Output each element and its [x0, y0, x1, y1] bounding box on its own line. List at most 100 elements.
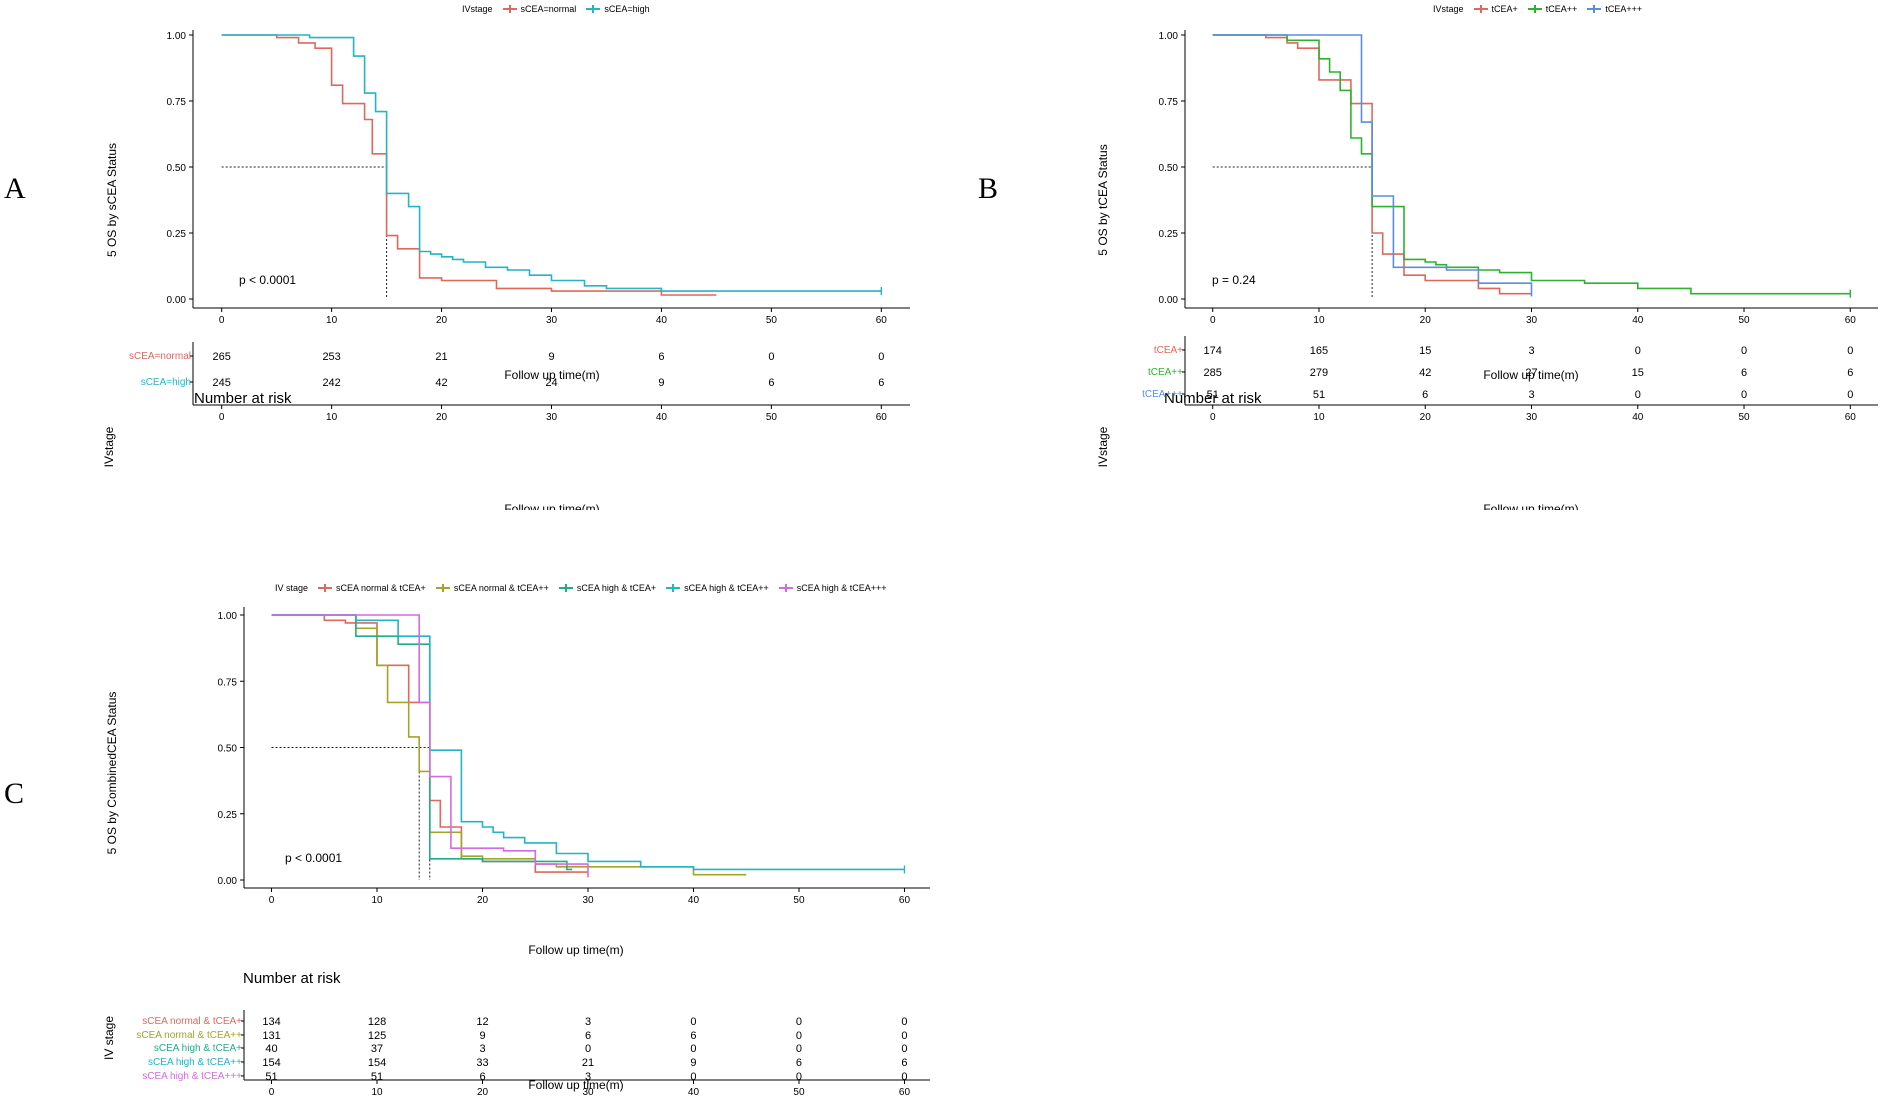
legend-title: IV stage: [275, 583, 309, 593]
risk-count: 6: [878, 377, 884, 389]
km-chart-panel-a: 5 OS by sCEA Status Follow up time(m) p …: [102, 30, 910, 510]
risk-count: 0: [878, 351, 884, 363]
risk-count: 0: [1635, 345, 1641, 357]
legend-swatch: [586, 5, 601, 13]
legend-panel-b: IVstage tCEA+ tCEA++ tCEA+++: [1433, 4, 1642, 14]
risk-count: 245: [213, 377, 231, 389]
risk-x-tick-label: 20: [436, 412, 448, 423]
risk-count: 9: [548, 351, 554, 363]
y-axis-label: 5 OS by tCEA Status: [1096, 144, 1110, 255]
risk-count: 51: [265, 1071, 277, 1083]
x-axis-label: Follow up time(m): [1483, 368, 1578, 382]
legend-label: sCEA normal & tCEA+: [336, 583, 426, 593]
x-tick-label: 30: [546, 315, 558, 326]
risk-table-y-label: IVstage: [1096, 426, 1110, 467]
legend-swatch: [1473, 5, 1488, 13]
risk-row-label: tCEA+++: [1142, 389, 1183, 400]
risk-row-label: sCEA high & tCEA+++: [142, 1071, 242, 1082]
risk-count: 6: [658, 351, 664, 363]
risk-count: 242: [322, 377, 340, 389]
x-tick-label: 10: [371, 895, 383, 906]
risk-x-tick-label: 30: [546, 412, 558, 423]
risk-row-label: sCEA normal & tCEA++: [136, 1030, 242, 1041]
risk-x-tick-label: 60: [876, 412, 888, 423]
risk-table-y-label: IV stage: [102, 1016, 116, 1060]
risk-x-tick-label: 10: [1313, 412, 1325, 423]
risk-count: 0: [796, 1043, 802, 1055]
legend-item: tCEA+++: [1587, 4, 1642, 14]
risk-table-y-label: IVstage: [102, 426, 116, 467]
risk-row-label: tCEA+: [1154, 345, 1183, 356]
p-value: p < 0.0001: [239, 273, 296, 287]
risk-count: 9: [479, 1030, 485, 1042]
legend-label: tCEA+++: [1605, 4, 1643, 14]
risk-count: 154: [368, 1057, 386, 1069]
y-tick-label: 0.00: [218, 876, 238, 887]
legend-title: IVstage: [462, 4, 493, 14]
y-tick-label: 0.25: [167, 229, 187, 240]
km-chart-panel-b: 5 OS by tCEA Status Follow up time(m) p …: [1096, 30, 1878, 510]
legend-label: sCEA=normal: [520, 4, 577, 14]
risk-row-label: sCEA high & tCEA++: [148, 1057, 242, 1068]
y-axis-label: 5 OS by CombinedCEA Status: [105, 692, 119, 855]
legend-label: sCEA high & tCEA+: [576, 583, 657, 593]
legend-label: tCEA+: [1491, 4, 1518, 14]
x-tick-label: 0: [269, 895, 275, 906]
risk-x-tick-label: 50: [1738, 412, 1750, 423]
risk-count: 0: [1741, 345, 1747, 357]
risk-count: 0: [1635, 389, 1641, 401]
risk-x-tick-label: 50: [766, 412, 778, 423]
risk-count: 3: [585, 1016, 591, 1028]
x-tick-label: 20: [436, 315, 448, 326]
risk-row-label: sCEA normal & tCEA+: [142, 1016, 242, 1027]
p-value: p = 0.24: [1212, 273, 1256, 287]
legend-panel-c: IV stage sCEA normal & tCEA+ sCEA normal …: [275, 583, 887, 593]
risk-table-title: Number at risk: [194, 390, 292, 407]
risk-count: 21: [582, 1057, 594, 1069]
risk-row-label: tCEA++: [1148, 367, 1183, 378]
risk-count: 0: [901, 1043, 907, 1055]
panel-letter-a: A: [4, 172, 26, 205]
legend-label: sCEA high & tCEA++: [684, 583, 769, 593]
risk-count: 131: [262, 1030, 280, 1042]
legend-swatch: [1587, 5, 1602, 13]
y-tick-label: 0.50: [167, 163, 187, 174]
legend-item: tCEA+: [1473, 4, 1518, 14]
risk-count: 125: [368, 1030, 386, 1042]
risk-x-tick-label: 0: [269, 1087, 275, 1096]
legend-swatch: [666, 584, 681, 592]
legend-item: sCEA high & tCEA++: [666, 583, 769, 593]
risk-count: 3: [1528, 345, 1534, 357]
risk-count: 40: [265, 1043, 277, 1055]
risk-row-label: sCEA high & tCEA+: [154, 1043, 242, 1054]
x-tick-label: 40: [688, 895, 700, 906]
risk-count: 37: [371, 1043, 383, 1055]
risk-count: 33: [476, 1057, 488, 1069]
legend-swatch: [778, 584, 793, 592]
risk-count: 128: [368, 1016, 386, 1028]
risk-x-tick-label: 20: [1420, 412, 1432, 423]
risk-count: 6: [768, 377, 774, 389]
y-tick-label: 0.75: [218, 677, 238, 688]
legend-item: sCEA high & tCEA+: [558, 583, 657, 593]
risk-x-tick-label: 30: [582, 1087, 594, 1096]
risk-row-label: sCEA=high: [141, 377, 191, 388]
risk-count: 51: [371, 1071, 383, 1083]
risk-count: 3: [479, 1043, 485, 1055]
x-tick-label: 30: [582, 895, 594, 906]
legend-label: sCEA=high: [604, 4, 650, 14]
y-tick-label: 0.75: [1159, 97, 1179, 108]
risk-count: 15: [1632, 367, 1644, 379]
y-tick-label: 0.50: [1159, 163, 1179, 174]
risk-count: 6: [690, 1030, 696, 1042]
legend-panel-a: IVstage sCEA=normal sCEA=high: [462, 4, 650, 14]
risk-count: 6: [479, 1071, 485, 1083]
legend-swatch: [502, 5, 517, 13]
risk-x-tick-label: 60: [899, 1087, 911, 1096]
legend-swatch: [558, 584, 573, 592]
y-tick-label: 0.00: [167, 295, 187, 306]
risk-count: 0: [1847, 345, 1853, 357]
risk-x-axis-label: Follow up time(m): [1483, 502, 1578, 510]
risk-count: 24: [545, 377, 557, 389]
legend-item: sCEA normal & tCEA++: [435, 583, 549, 593]
